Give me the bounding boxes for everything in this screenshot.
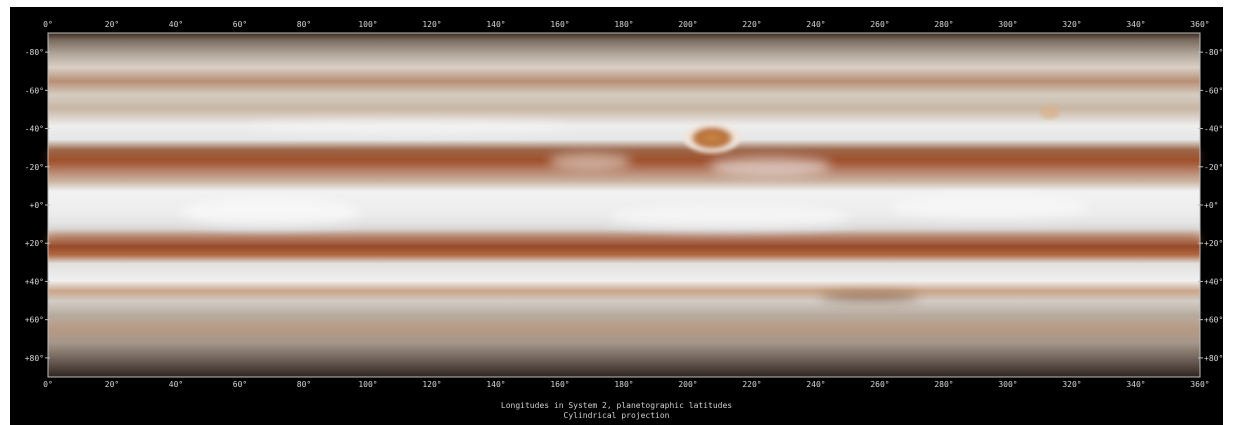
longitude-tick-label: 280° xyxy=(934,380,953,389)
latitude-tick-label: -40° xyxy=(25,125,44,134)
latitude-tick-label: +20° xyxy=(1204,239,1223,248)
jupiter-map: 0° 20° 40° 60° 80° 100° 120° 140° 160° 180° 200° 22… xyxy=(25,20,1223,389)
longitude-tick-label: 300° xyxy=(998,20,1017,29)
longitude-tick-label: 240° xyxy=(806,380,825,389)
latitude-tick-label: -20° xyxy=(25,163,44,172)
latitude-tick-label: +0° xyxy=(1204,201,1218,210)
longitude-tick-label: 160° xyxy=(550,20,569,29)
latitude-tick-label: -20° xyxy=(1204,163,1223,172)
longitude-tick-label: 80° xyxy=(297,380,311,389)
longitude-tick-label: 360° xyxy=(1190,20,1209,29)
left-latitude-axis: -80° -60° -40° -20° +0° +20° +40° +60° +80° xyxy=(25,48,50,363)
latitude-tick-label: -60° xyxy=(1204,86,1223,95)
longitude-tick-label: 100° xyxy=(358,20,377,29)
latitude-tick-label: -80° xyxy=(25,48,44,57)
longitude-tick-label: 260° xyxy=(870,380,889,389)
top-longitude-axis: 0° 20° 40° 60° 80° 100° 120° 140° 160° 180° 200° 22… xyxy=(43,20,1209,29)
longitude-tick-label: 240° xyxy=(806,20,825,29)
longitude-tick-label: 220° xyxy=(742,20,761,29)
longitude-tick-label: 20° xyxy=(105,380,119,389)
longitude-tick-label: 320° xyxy=(1062,20,1081,29)
longitude-tick-label: 260° xyxy=(870,20,889,29)
latitude-tick-label: +0° xyxy=(30,201,44,210)
longitude-tick-label: 160° xyxy=(550,380,569,389)
longitude-tick-label: 220° xyxy=(742,380,761,389)
right-latitude-axis: -80° -60° -40° -20° +0° +20° +40° +60° +80° xyxy=(1198,48,1223,363)
longitude-tick-label: 20° xyxy=(105,20,119,29)
longitude-tick-label: 320° xyxy=(1062,380,1081,389)
white-oval xyxy=(1040,105,1060,119)
longitude-tick-label: 40° xyxy=(169,20,183,29)
longitude-tick-label: 180° xyxy=(614,380,633,389)
caption-line-2: Cylindrical projection xyxy=(563,411,670,420)
great-red-spot xyxy=(684,123,740,153)
longitude-tick-label: 300° xyxy=(998,380,1017,389)
longitude-tick-label: 120° xyxy=(422,380,441,389)
longitude-tick-label: 0° xyxy=(43,20,53,29)
caption-line-1: Longitudes in System 2, planetographic l… xyxy=(500,401,733,410)
longitude-tick-label: 180° xyxy=(614,20,633,29)
longitude-tick-label: 200° xyxy=(678,380,697,389)
latitude-tick-label: +80° xyxy=(25,354,44,363)
longitude-tick-label: 80° xyxy=(297,20,311,29)
latitude-tick-label: +60° xyxy=(25,316,44,325)
latitude-tick-label: +40° xyxy=(1204,277,1223,286)
latitude-tick-label: -80° xyxy=(1204,48,1223,57)
longitude-tick-label: 340° xyxy=(1126,380,1145,389)
longitude-tick-label: 60° xyxy=(233,20,247,29)
latitude-tick-label: +40° xyxy=(25,277,44,286)
latitude-tick-label: +20° xyxy=(25,239,44,248)
band-texture xyxy=(48,121,1200,301)
longitude-tick-label: 340° xyxy=(1126,20,1145,29)
bottom-longitude-axis: 0° 20° 40° 60° 80° 100° 120° 140° 160° 180° 200° 22… xyxy=(43,380,1209,389)
longitude-tick-label: 280° xyxy=(934,20,953,29)
longitude-tick-label: 120° xyxy=(422,20,441,29)
longitude-tick-label: 360° xyxy=(1190,380,1209,389)
longitude-tick-label: 200° xyxy=(678,20,697,29)
longitude-tick-label: 40° xyxy=(169,380,183,389)
longitude-tick-label: 0° xyxy=(43,380,53,389)
latitude-tick-label: -60° xyxy=(25,86,44,95)
longitude-tick-label: 60° xyxy=(233,380,247,389)
latitude-tick-label: +60° xyxy=(1204,316,1223,325)
longitude-tick-label: 140° xyxy=(486,380,505,389)
latitude-tick-label: +80° xyxy=(1204,354,1223,363)
longitude-tick-label: 140° xyxy=(486,20,505,29)
map-frame: 0° 20° 40° 60° 80° 100° 120° 140° 160° 180° 200° 22… xyxy=(10,7,1223,425)
longitude-tick-label: 100° xyxy=(358,380,377,389)
latitude-tick-label: -40° xyxy=(1204,125,1223,134)
